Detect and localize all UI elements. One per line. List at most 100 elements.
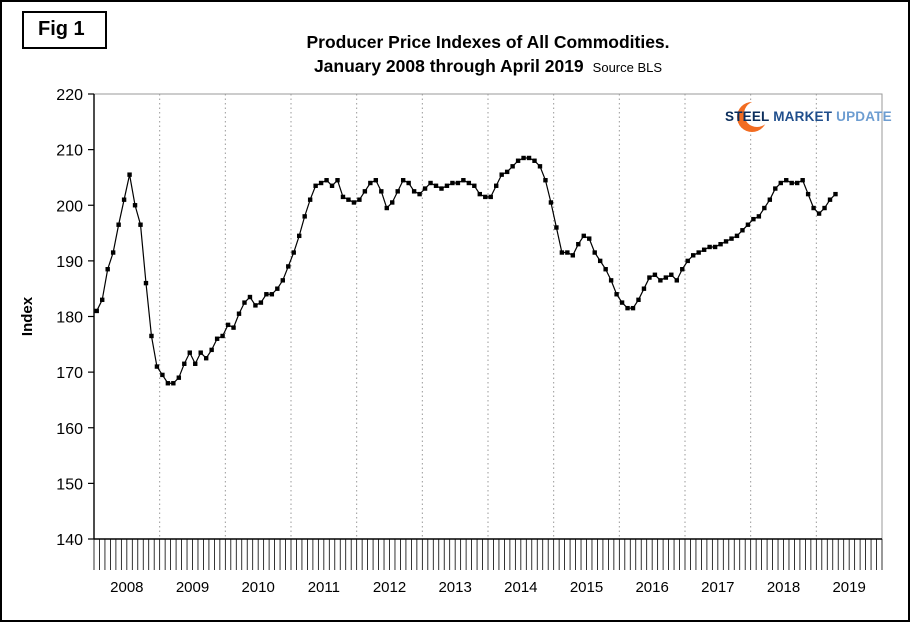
data-point-marker — [559, 250, 565, 255]
data-point-marker — [280, 278, 285, 283]
y-tick-label: 180 — [56, 310, 83, 327]
data-point-marker — [822, 205, 827, 211]
data-point-marker — [455, 180, 461, 186]
x-year-label: 2008 — [110, 579, 143, 596]
data-point-marker — [548, 200, 554, 205]
data-point-marker — [187, 350, 192, 355]
data-point-marker — [203, 356, 209, 361]
data-point-marker — [110, 250, 116, 255]
data-point-marker — [236, 311, 242, 316]
data-point-marker — [149, 333, 154, 339]
data-point-marker — [444, 183, 450, 188]
data-point-marker — [411, 189, 417, 194]
data-point-marker — [253, 303, 258, 308]
data-point-marker — [132, 203, 138, 208]
x-year-label: 2018 — [767, 579, 800, 596]
data-point-marker — [658, 278, 663, 283]
data-point-marker — [209, 347, 214, 353]
data-point-marker — [324, 178, 329, 183]
x-year-label: 2015 — [570, 579, 603, 596]
ppi-series-line — [96, 157, 836, 384]
data-point-marker — [302, 214, 307, 219]
y-tick-label: 140 — [56, 532, 83, 549]
data-point-marker — [450, 180, 455, 186]
data-point-marker — [160, 372, 165, 378]
data-point-marker — [417, 191, 422, 197]
data-point-marker — [291, 250, 296, 255]
data-point-marker — [422, 186, 428, 191]
data-point-marker — [597, 258, 603, 264]
data-point-marker — [433, 183, 439, 188]
data-point-marker — [220, 333, 225, 339]
logo-word-market: MARKET — [773, 109, 833, 124]
data-point-marker — [603, 267, 608, 272]
data-point-marker — [833, 191, 838, 197]
data-point-marker — [718, 241, 723, 247]
x-year-label: 2012 — [373, 579, 406, 596]
data-point-marker — [499, 172, 504, 177]
x-year-label: 2010 — [241, 579, 274, 596]
data-point-marker — [707, 244, 712, 250]
data-point-marker — [94, 308, 99, 314]
data-point-marker — [346, 197, 351, 202]
data-point-marker — [264, 292, 269, 297]
data-point-marker — [258, 300, 264, 305]
data-point-marker — [784, 178, 789, 183]
y-tick-label: 220 — [56, 87, 83, 104]
data-point-marker — [701, 247, 707, 252]
figure-label-box: Fig 1 — [22, 11, 107, 49]
data-point-marker — [395, 189, 400, 194]
logo-word-update: UPDATE — [836, 109, 892, 124]
data-point-marker — [773, 186, 778, 191]
data-point-marker — [127, 172, 132, 177]
data-point-marker — [466, 180, 472, 186]
data-point-marker — [329, 183, 335, 188]
data-point-marker — [406, 180, 411, 186]
data-point-marker — [554, 225, 559, 230]
data-point-marker — [680, 267, 685, 272]
data-point-marker — [696, 250, 701, 255]
data-point-marker — [723, 239, 729, 244]
smu-logo-crescent-svg — [737, 101, 770, 132]
data-point-marker — [756, 214, 762, 219]
data-point-marker — [789, 180, 794, 186]
data-point-marker — [225, 322, 231, 328]
data-point-marker — [362, 189, 368, 194]
data-point-marker — [340, 194, 346, 200]
data-point-marker — [165, 381, 171, 386]
data-point-marker — [390, 200, 395, 205]
y-tick-label: 200 — [56, 198, 83, 215]
data-point-marker — [592, 250, 597, 255]
data-point-marker — [587, 236, 592, 241]
data-point-marker — [373, 178, 379, 183]
data-point-marker — [805, 191, 811, 197]
data-point-marker — [439, 186, 444, 191]
data-point-marker — [800, 178, 805, 183]
data-point-marker — [488, 194, 493, 200]
data-point-marker — [521, 155, 526, 161]
data-point-marker — [712, 244, 718, 250]
data-point-marker — [614, 292, 619, 297]
data-point-marker — [357, 197, 362, 202]
data-point-marker — [313, 183, 318, 188]
data-point-marker — [494, 183, 499, 188]
y-tick-label: 160 — [56, 421, 83, 438]
data-point-marker — [565, 250, 570, 255]
data-point-marker — [734, 233, 740, 239]
data-point-marker — [625, 305, 630, 311]
data-point-marker — [827, 197, 833, 202]
x-year-label: 2014 — [504, 579, 537, 596]
data-point-marker — [641, 286, 647, 291]
data-point-marker — [143, 280, 149, 286]
x-year-label: 2019 — [832, 579, 865, 596]
data-point-marker — [379, 189, 384, 194]
data-point-marker — [231, 325, 236, 330]
y-tick-label: 210 — [56, 143, 83, 160]
data-point-marker — [778, 180, 783, 186]
data-point-marker — [515, 158, 521, 163]
data-point-marker — [105, 267, 110, 272]
y-tick-label: 150 — [56, 476, 83, 493]
source-note: Source BLS — [592, 59, 663, 75]
data-point-marker — [384, 205, 389, 211]
